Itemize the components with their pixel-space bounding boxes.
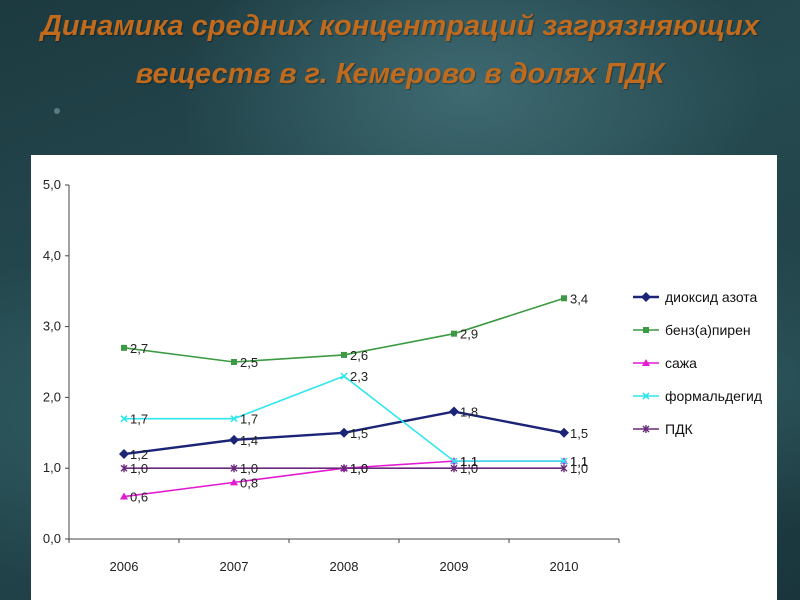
legend-item-4: формальдегид xyxy=(633,388,762,404)
data-point xyxy=(120,415,128,423)
legend-item-2: бенз(а)пирен xyxy=(633,322,751,338)
data-label: 2,5 xyxy=(240,355,258,370)
data-point xyxy=(450,464,458,473)
data-label: 3,4 xyxy=(570,291,588,306)
series-line xyxy=(124,375,564,462)
legend-label: формальдегид xyxy=(665,388,762,404)
data-point xyxy=(120,464,128,473)
data-label: 1,0 xyxy=(350,461,368,476)
chart-axes: 0,0 1,0 2,0 3,0 4,0 5,0 2006 2007 2008 2009 2010 xyxy=(43,177,620,574)
data-label: 2,7 xyxy=(130,341,148,356)
data-label: 2,6 xyxy=(350,348,368,363)
legend-marker xyxy=(641,292,651,302)
series-2: 2,7 2,5 2,6 2,9 3,4 xyxy=(121,291,588,370)
x-tick-label: 2006 xyxy=(110,559,139,574)
data-label: 1,1 xyxy=(570,454,588,469)
x-tick-label: 2010 xyxy=(550,559,579,574)
data-point xyxy=(119,449,129,460)
data-label: 1,1 xyxy=(570,454,588,469)
data-label: 1,0 xyxy=(130,461,148,476)
legend-label: сажа xyxy=(665,355,697,371)
data-label: 2,3 xyxy=(350,369,368,384)
y-tick-label: 5,0 xyxy=(43,177,61,192)
data-label: 1,8 xyxy=(460,405,478,420)
legend-marker xyxy=(642,392,650,400)
data-point xyxy=(230,464,238,473)
data-label: 1,0 xyxy=(460,461,478,476)
legend-marker xyxy=(643,327,649,333)
data-point xyxy=(559,427,569,438)
data-point xyxy=(561,295,567,302)
legend-label: диоксид азота xyxy=(665,289,758,305)
data-label: 0,6 xyxy=(130,490,148,505)
data-point xyxy=(341,351,347,358)
data-point xyxy=(449,406,459,417)
data-label: 1,5 xyxy=(350,426,368,441)
data-point xyxy=(231,359,237,365)
data-label: 1,0 xyxy=(570,461,588,476)
x-tick-label: 2007 xyxy=(220,559,249,574)
y-tick-label: 1,0 xyxy=(43,460,61,475)
chart-plot-area: 1,21,4 1,51,81,52,72,5 2,62,93,40,60,81,0 1… xyxy=(119,291,588,505)
data-label: 0,8 xyxy=(240,475,258,490)
legend-item-3: сажа xyxy=(633,355,697,371)
series-5: 1,0 1,0 1,0 1,0 1,0 xyxy=(120,461,588,476)
x-tick-label: 2009 xyxy=(440,559,469,574)
data-point xyxy=(451,330,457,337)
legend-label: ПДК xyxy=(665,421,694,437)
legend-label: бенз(а)пирен xyxy=(665,322,751,338)
data-point xyxy=(120,492,128,500)
data-label: 1,5 xyxy=(570,426,588,441)
data-point xyxy=(229,434,239,445)
data-label: 2,9 xyxy=(460,327,478,342)
legend-marker xyxy=(642,359,650,366)
data-point xyxy=(230,415,238,423)
data-point xyxy=(230,478,238,486)
bullet-dot xyxy=(54,108,60,114)
chart-card: 0,0 1,0 2,0 3,0 4,0 5,0 2006 2007 2008 2009 2010 1… xyxy=(31,155,777,600)
data-label: 1,7 xyxy=(130,412,148,427)
y-tick-label: 4,0 xyxy=(43,248,61,263)
series-1: 1,2 1,4 1,5 1,8 1,5 xyxy=(119,405,588,462)
data-label: 1,0 xyxy=(240,461,258,476)
data-point xyxy=(121,344,127,351)
y-tick-label: 3,0 xyxy=(43,319,61,334)
y-tick-label: 0,0 xyxy=(43,531,61,546)
data-label: 1,7 xyxy=(240,412,258,427)
legend-item-5: ПДК xyxy=(633,421,694,437)
slide-title: Динамика средних концентраций загрязняющ… xyxy=(40,10,760,90)
line-chart: 0,0 1,0 2,0 3,0 4,0 5,0 2006 2007 2008 2009 2010 1… xyxy=(43,177,762,574)
data-point xyxy=(560,457,568,465)
series-4: 1,7 1,7 2,3 1,1 1,1 xyxy=(120,369,588,469)
data-point xyxy=(339,427,349,438)
data-point xyxy=(340,372,348,380)
data-point xyxy=(340,464,348,473)
data-point xyxy=(450,457,458,465)
data-point xyxy=(560,464,568,473)
legend-item-1: диоксид азота xyxy=(633,289,758,305)
y-tick-label: 2,0 xyxy=(43,389,61,404)
data-label: 1,1 xyxy=(460,454,478,469)
chart-legend: диоксид азота бенз(а)пирен сажа формальдеги… xyxy=(633,289,762,437)
legend-marker xyxy=(642,425,650,433)
x-tick-label: 2008 xyxy=(330,559,359,574)
data-label: 1,2 xyxy=(130,447,148,462)
data-label: 1,4 xyxy=(240,433,258,448)
